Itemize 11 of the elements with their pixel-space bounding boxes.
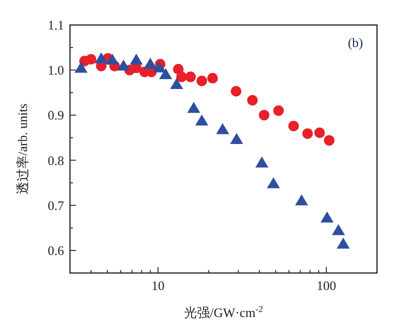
y-tick-label: 1.1 <box>48 18 64 32</box>
annotation: (b) <box>348 35 363 50</box>
x-tick-label: 100 <box>316 278 336 293</box>
y-tick-label: 0.7 <box>48 198 64 213</box>
y-tick-label: 0.8 <box>48 152 64 168</box>
x-axis-title: 光强/GW·cm$^{-2}$ <box>184 304 264 320</box>
y-axis-title: 透过率/arb. units <box>15 104 30 194</box>
y-tick-label: 0.6 <box>48 242 64 258</box>
x-tick-label: 10 <box>152 278 165 293</box>
y-tick-label: 0.9 <box>48 108 64 123</box>
y-tick-label: 1.0 <box>48 62 64 78</box>
